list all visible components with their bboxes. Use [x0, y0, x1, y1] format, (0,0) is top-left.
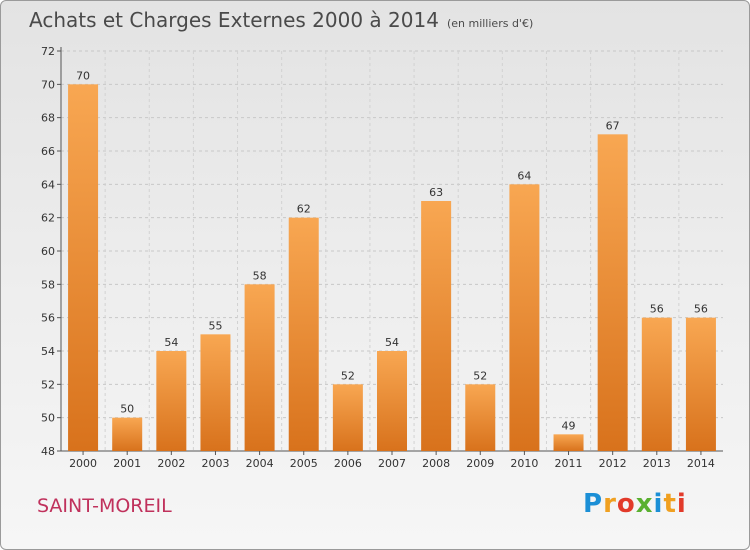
- y-tick-label: 64: [41, 178, 55, 191]
- x-tick-label: 2005: [290, 457, 318, 470]
- proxiti-logo: Proxiti: [583, 489, 687, 519]
- bar-2008: [421, 201, 452, 451]
- x-tick-label: 2014: [687, 457, 715, 470]
- logo-letter: x: [635, 489, 654, 519]
- chart-title: Achats et Charges Externes 2000 à 2014 (e…: [29, 8, 533, 32]
- logo-letter: r: [603, 489, 617, 519]
- y-tick-label: 62: [41, 212, 55, 225]
- bar-value-label: 54: [164, 336, 178, 349]
- chart-title-text: Achats et Charges Externes 2000 à 2014: [29, 8, 439, 32]
- logo-letter: i: [676, 489, 687, 519]
- x-tick-label: 2004: [246, 457, 274, 470]
- x-tick-label: 2006: [334, 457, 362, 470]
- bar-2012: [597, 134, 628, 452]
- bar-value-label: 70: [76, 69, 90, 82]
- bar-value-label: 54: [385, 336, 399, 349]
- x-tick-label: 2000: [69, 457, 97, 470]
- y-tick-label: 50: [41, 412, 55, 425]
- y-tick-label: 66: [41, 145, 55, 158]
- y-tick-label: 60: [41, 245, 55, 258]
- bar-2010: [509, 184, 540, 452]
- bar-value-label: 64: [517, 169, 531, 182]
- y-tick-label: 54: [41, 345, 55, 358]
- bar-2014: [685, 317, 716, 451]
- town-name: SAINT-MOREIL: [37, 495, 172, 517]
- bar-value-label: 58: [253, 269, 267, 282]
- x-tick-label: 2003: [201, 457, 229, 470]
- y-tick-label: 70: [41, 78, 55, 91]
- logo-letter: i: [653, 489, 664, 519]
- bar-value-label: 52: [473, 369, 487, 382]
- bar-2013: [641, 317, 672, 451]
- bar-value-label: 56: [650, 303, 664, 316]
- bar-value-label: 52: [341, 369, 355, 382]
- x-tick-label: 2008: [422, 457, 450, 470]
- bar-value-label: 50: [120, 403, 134, 416]
- bar-2009: [465, 384, 496, 451]
- bar-2007: [377, 351, 407, 451]
- bar-2002: [156, 351, 187, 451]
- logo-letter: P: [583, 489, 604, 519]
- x-tick-label: 2001: [113, 457, 141, 470]
- bar-value-label: 63: [429, 186, 443, 199]
- x-tick-label: 2010: [510, 457, 538, 470]
- bars: [68, 84, 716, 452]
- bar-value-label: 49: [562, 419, 576, 432]
- x-tick-label: 2011: [555, 457, 583, 470]
- bar-value-label: 56: [694, 303, 708, 316]
- x-tick-label: 2007: [378, 457, 406, 470]
- y-tick-label: 68: [41, 112, 55, 125]
- x-tick-label: 2013: [643, 457, 671, 470]
- bar-2001: [112, 417, 143, 451]
- bar-2004: [244, 284, 275, 451]
- labels: 48 50 52 54 56 58 60 62 64 66 68 70 72 70 2000 50 2001 54…: [41, 45, 715, 470]
- bar-2003: [200, 334, 231, 451]
- logo-letter: o: [616, 489, 636, 519]
- y-tick-label: 56: [41, 312, 55, 325]
- bar-value-label: 55: [208, 319, 222, 332]
- chart-unit: (en milliers d'€): [446, 17, 534, 30]
- bar-value-label: 67: [606, 119, 620, 132]
- logo-letter: t: [663, 489, 677, 519]
- x-tick-label: 2012: [599, 457, 627, 470]
- x-tick-label: 2009: [466, 457, 494, 470]
- bar-2011: [553, 434, 584, 451]
- y-tick-label: 58: [41, 278, 55, 291]
- bar-value-label: 62: [297, 203, 311, 216]
- y-tick-label: 72: [41, 45, 55, 58]
- bar-2000: [68, 84, 99, 451]
- y-tick-label: 52: [41, 378, 55, 391]
- y-tick-label: 48: [41, 445, 55, 458]
- x-tick-label: 2002: [157, 457, 185, 470]
- bar-2006: [332, 384, 363, 451]
- bar-2005: [288, 217, 319, 451]
